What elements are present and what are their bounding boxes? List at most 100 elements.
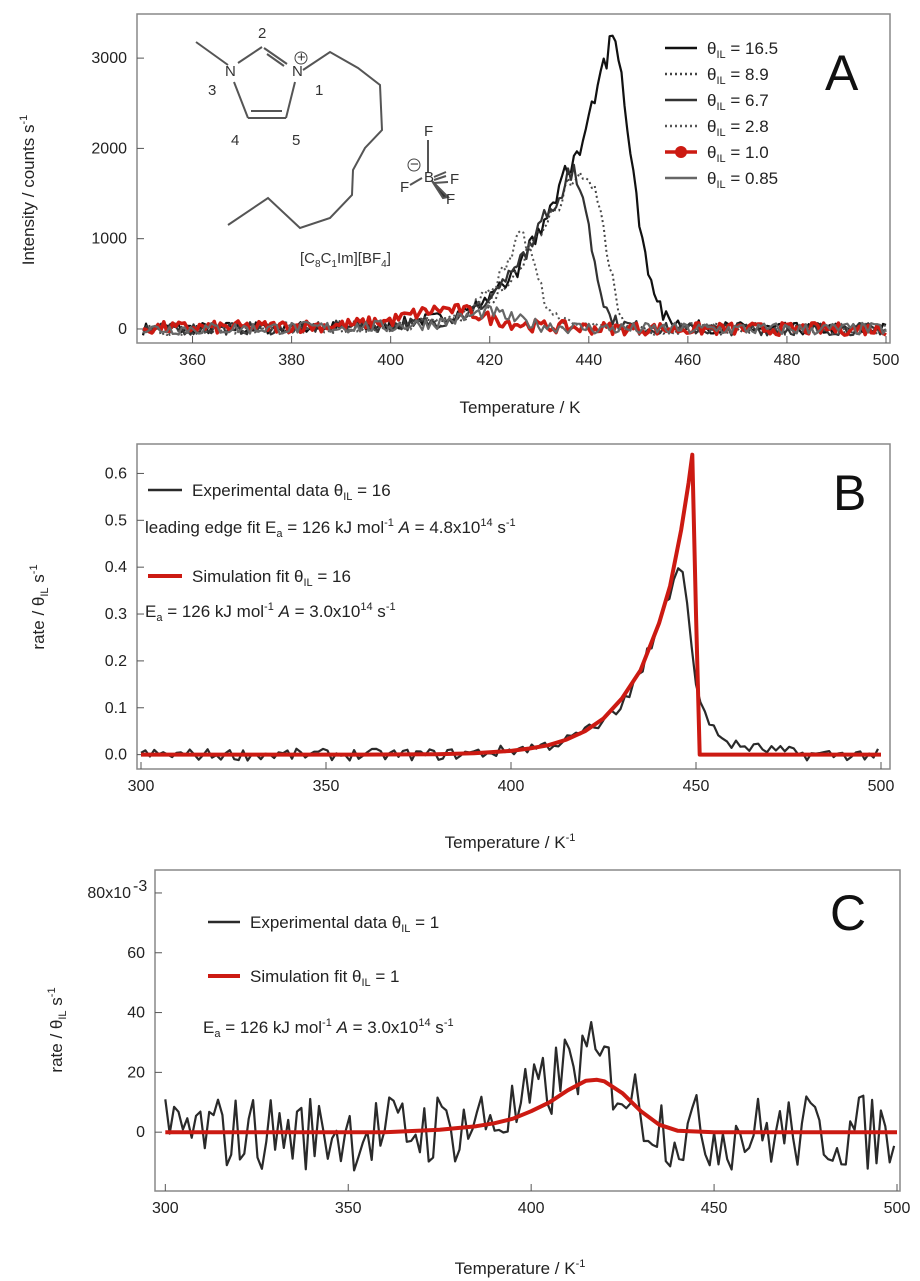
y-tick-label: 0.6: [105, 465, 127, 482]
y-tick-label: 0.2: [105, 653, 127, 670]
nitrogen-label-n1: N: [292, 63, 303, 80]
fluorine-label: F: [424, 123, 433, 140]
atom-number-3: 3: [208, 82, 216, 99]
anion-charge-icon: [407, 158, 421, 172]
panel-a-ticks: 360 380 400 420 440 460 480 500 0 1000 2000 3000: [91, 50, 899, 369]
panel-c-letter: C: [830, 885, 866, 941]
boron-label: B: [424, 169, 434, 186]
panel-a-xlabel: Temperature / K: [460, 398, 582, 417]
panel-c-xlabel-text: Temperature / K: [455, 1259, 577, 1278]
y-tick-label: 0: [136, 1124, 145, 1141]
panel-c-ylabel: rate / θIL s-1: [46, 987, 69, 1072]
y-tick-label: 0.3: [105, 606, 127, 623]
series-line: [141, 452, 881, 757]
wedge-bond: [431, 180, 451, 200]
cation-charge-sign: +: [297, 49, 306, 66]
x-tick-label: 440: [575, 352, 602, 369]
y-tick-label: 0.0: [105, 747, 127, 764]
panel-a-legend: θIL = 16.5 θIL = 8.9 θIL = 6.7 θIL = 2.8 θIL…: [665, 39, 778, 191]
ionic-liquid-structure: [195, 41, 451, 230]
x-tick-label: 500: [884, 1200, 911, 1217]
fluorine-label: F: [450, 171, 459, 188]
x-tick-label: 380: [278, 352, 305, 369]
leading-edge-fit-text: leading edge fit Ea = 126 kJ mol-1 A = 4…: [145, 517, 516, 540]
panel-a-ylabel-sup: -1: [18, 115, 30, 125]
x-tick-label: 300: [128, 778, 155, 795]
y-tick-label: 1000: [91, 231, 127, 248]
panel-c-xlabel-sup: -1: [576, 1258, 586, 1270]
bond: [266, 53, 285, 67]
x-tick-label: 400: [498, 778, 525, 795]
legend-label: θIL = 2.8: [707, 117, 769, 139]
y-tick-label: 20: [127, 1064, 145, 1081]
legend-label: θIL = 16.5: [707, 39, 778, 61]
panel-b-ticks: 300 350 400 450 500 0.0 0.1 0.2 0.3 0.4 0.5 0.6: [105, 465, 895, 795]
y-tick-label: 2000: [91, 140, 127, 157]
series-line: [142, 304, 887, 336]
legend-simulation: Simulation fit θIL = 16: [192, 567, 351, 589]
cation-charge-icon: [294, 51, 308, 65]
nitrogen-label-n3: N: [225, 63, 236, 80]
panel-a-frame: [136, 13, 891, 344]
hashed-bond: [433, 171, 449, 184]
x-tick-label: 350: [335, 1200, 362, 1217]
y-tick-label: 0: [118, 321, 127, 338]
x-tick-label: 450: [683, 778, 710, 795]
legend-label: θIL = 8.9: [707, 65, 769, 87]
legend-experimental: Experimental data θIL = 16: [192, 481, 391, 503]
panel-a-ylabel-text: Intensity / counts s: [19, 124, 38, 265]
atom-number-5: 5: [292, 132, 300, 149]
y-tick-exponent: -3: [133, 878, 147, 895]
panel-b-xlabel-sup: -1: [566, 832, 576, 844]
y-tick-label: 80x10: [87, 885, 131, 902]
bond: [409, 177, 423, 186]
x-tick-label: 360: [179, 352, 206, 369]
panel-a: 360 380 400 420 440 460 480 500 0 1000 2000 3000 θI…: [18, 13, 899, 417]
bond: [233, 81, 249, 119]
y-tick-label: 0.4: [105, 559, 127, 576]
panel-b-xlabel: Temperature / K-1: [445, 832, 576, 852]
simulation-params-text: Ea = 126 kJ mol-1 A = 3.0x1014 s-1: [203, 1017, 454, 1040]
octyl-chain: [227, 50, 384, 230]
panel-b-ylabel: rate / θIL s-1: [28, 564, 51, 649]
bond: [285, 81, 296, 119]
atom-number-4: 4: [231, 132, 239, 149]
fluorine-label: F: [400, 179, 409, 196]
panel-b-legend: Experimental data θIL = 16 leading edge …: [145, 481, 516, 624]
panel-c: 300 350 400 450 500 0 20 40 60 80x10 -3 C Experime…: [46, 869, 910, 1278]
simulation-params-text: Ea = 126 kJ mol-1 A = 3.0x1014 s-1: [145, 601, 396, 624]
panel-c-ticks: 300 350 400 450 500 0 20 40 60 80x10 -3: [87, 878, 910, 1217]
legend-marker: [675, 146, 687, 158]
panel-b-frame: [136, 443, 891, 770]
x-tick-label: 400: [518, 1200, 545, 1217]
series-line: [142, 171, 887, 337]
panel-c-frame: [154, 869, 901, 1192]
compound-name: [C8C1Im][BF4]: [300, 250, 391, 270]
panel-c-legend: Experimental data θIL = 1 Simulation fit…: [203, 913, 454, 1040]
y-tick-label: 0.1: [105, 700, 127, 717]
bond: [263, 47, 288, 65]
series-line: [164, 1021, 896, 1172]
panel-a-letter: A: [825, 45, 859, 101]
x-tick-label: 400: [377, 352, 404, 369]
series-line: [142, 163, 887, 337]
legend-experimental: Experimental data θIL = 1: [250, 913, 439, 935]
y-tick-label: 60: [127, 945, 145, 962]
structure-labels: 2 3 1 4 5 N N + − B F F F F [C8C1Im][BF4…: [208, 25, 459, 270]
panel-b-xlabel-text: Temperature / K: [445, 833, 567, 852]
bond: [237, 46, 263, 64]
atom-number-2: 2: [258, 25, 266, 42]
panel-b-letter: B: [833, 465, 866, 521]
x-tick-label: 480: [774, 352, 801, 369]
legend-label: θIL = 0.85: [707, 169, 778, 191]
bond: [195, 41, 229, 66]
series-line: [140, 567, 879, 762]
anion-charge-sign: −: [410, 156, 419, 173]
x-tick-label: 420: [476, 352, 503, 369]
x-tick-label: 500: [868, 778, 895, 795]
y-tick-label: 3000: [91, 50, 127, 67]
x-tick-label: 500: [873, 352, 900, 369]
panel-a-ylabel: Intensity / counts s-1: [18, 115, 38, 266]
legend-label: θIL = 6.7: [707, 91, 769, 113]
